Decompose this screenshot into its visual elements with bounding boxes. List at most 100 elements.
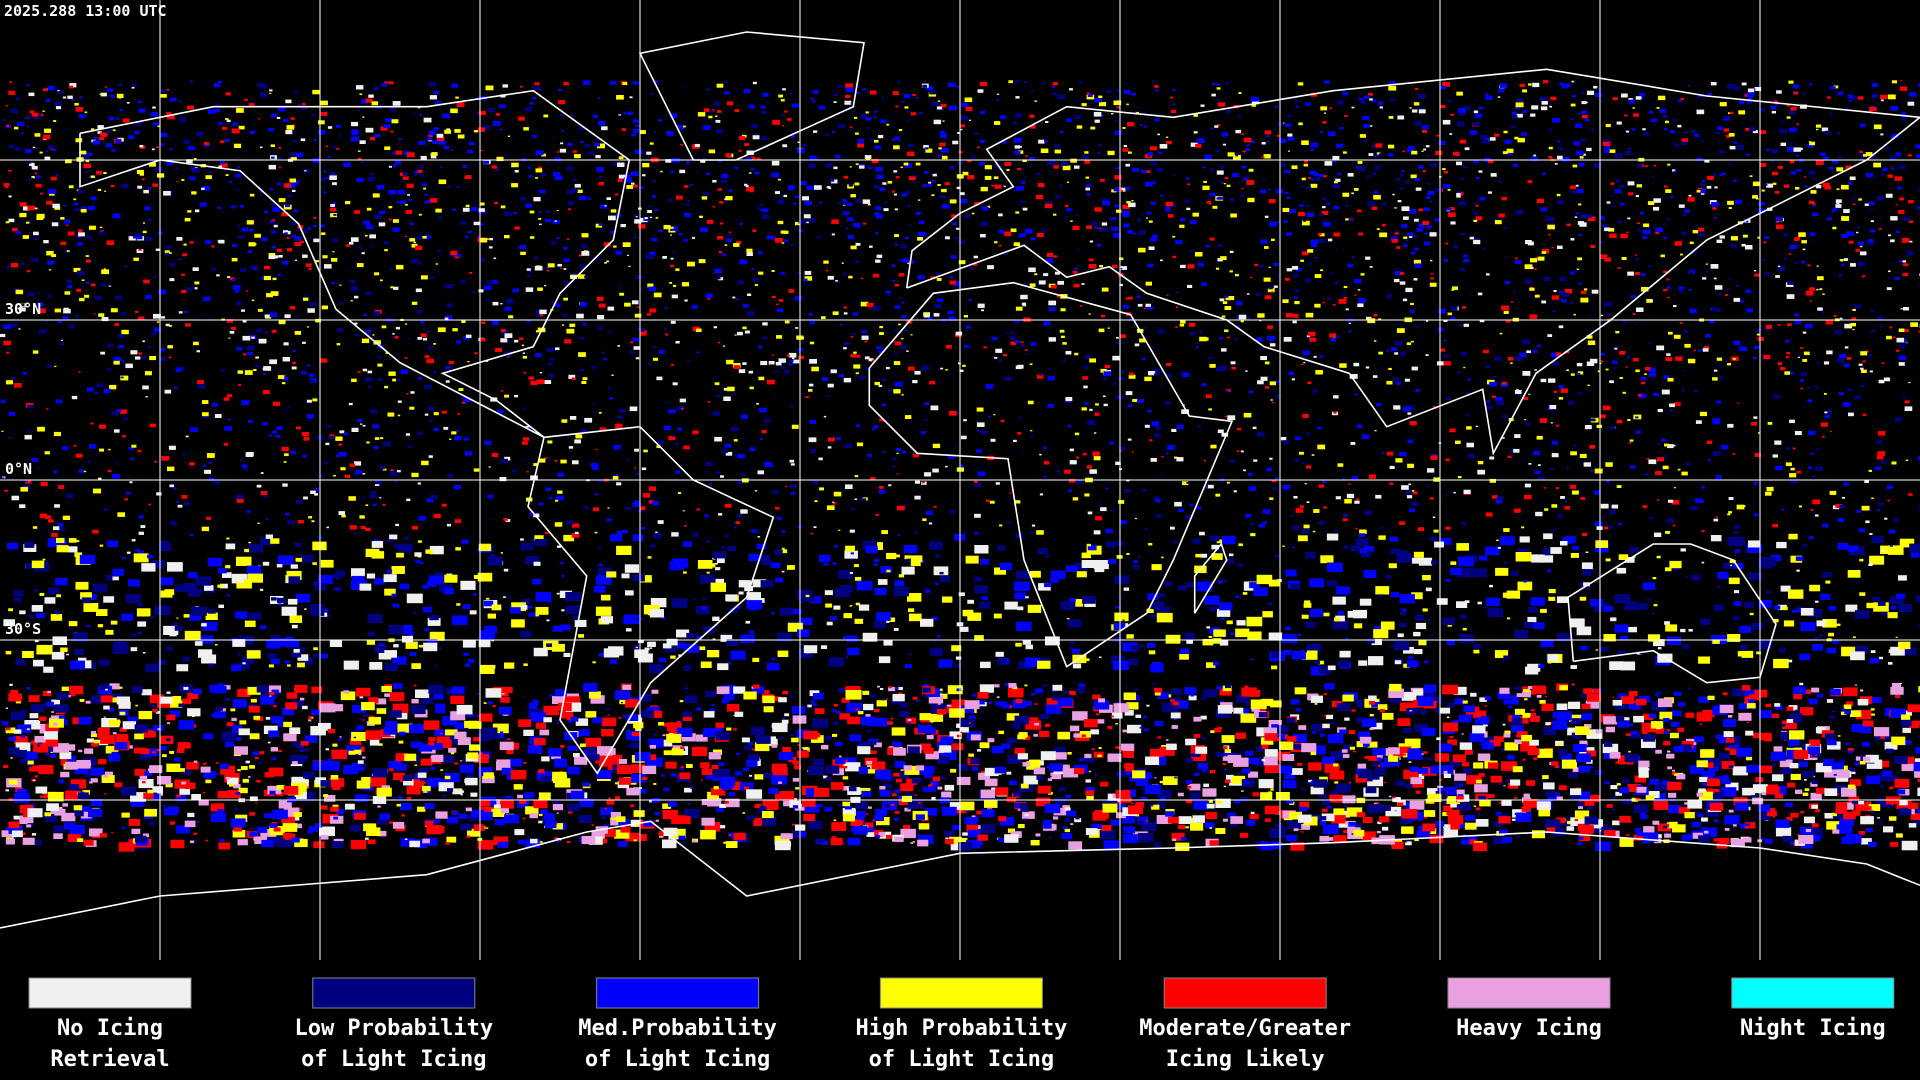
icing-pixel xyxy=(72,717,84,725)
icing-pixel xyxy=(747,754,760,761)
icing-pixel xyxy=(672,558,688,568)
icing-pixel xyxy=(1616,485,1622,488)
icing-pixel xyxy=(533,799,548,809)
icing-pixel xyxy=(650,598,667,608)
icing-pixel xyxy=(1068,489,1072,492)
icing-pixel xyxy=(1342,795,1356,804)
icing-pixel xyxy=(393,644,399,648)
icing-pixel xyxy=(6,380,13,385)
icing-pixel xyxy=(525,806,539,815)
icing-pixel xyxy=(1812,775,1815,778)
icing-pixel xyxy=(1007,737,1017,744)
icing-pixel xyxy=(1531,554,1545,563)
icing-pixel xyxy=(1479,555,1488,561)
icing-pixel xyxy=(560,745,565,748)
icing-pixel xyxy=(260,472,264,474)
icing-pixel xyxy=(394,544,401,548)
icing-pixel xyxy=(1748,699,1755,704)
icing-pixel xyxy=(417,806,426,812)
icing-pixel xyxy=(1167,816,1179,824)
icing-pixel xyxy=(725,451,733,456)
icing-pixel xyxy=(45,723,59,732)
icing-pixel xyxy=(203,791,206,794)
icing-pixel xyxy=(554,522,563,527)
icing-pixel xyxy=(1123,587,1130,591)
icing-pixel xyxy=(1746,543,1762,553)
icing-pixel xyxy=(327,728,336,734)
icing-pixel xyxy=(967,599,974,604)
icing-pixel xyxy=(382,503,386,506)
icing-pixel xyxy=(1334,529,1338,532)
icing-pixel xyxy=(637,693,652,702)
icing-pixel xyxy=(1569,484,1577,489)
icing-pixel xyxy=(915,794,918,796)
icing-pixel xyxy=(922,786,931,792)
icing-pixel xyxy=(215,644,218,646)
icing-pixel xyxy=(1261,698,1274,706)
icing-pixel xyxy=(686,632,696,639)
icing-pixel xyxy=(1144,376,1152,382)
icing-pixel xyxy=(1717,572,1729,579)
icing-pixel xyxy=(411,741,423,749)
icing-pixel xyxy=(690,786,694,789)
icing-pixel xyxy=(1781,606,1788,611)
icing-pixel xyxy=(291,651,302,658)
icing-pixel xyxy=(1656,783,1663,788)
icing-pixel xyxy=(261,839,274,847)
icing-pixel xyxy=(1258,779,1274,789)
icing-pixel xyxy=(1641,381,1646,385)
icing-pixel xyxy=(700,830,716,840)
icing-pixel xyxy=(1456,795,1464,801)
icing-pixel xyxy=(1700,749,1715,758)
icing-pixel xyxy=(1701,827,1717,837)
icing-pixel xyxy=(1864,480,1869,483)
icing-pixel xyxy=(1712,775,1721,781)
icing-pixel xyxy=(1418,640,1427,646)
icing-pixel xyxy=(1523,397,1529,400)
icing-pixel xyxy=(1391,841,1404,850)
icing-pixel xyxy=(1126,553,1130,555)
icing-pixel xyxy=(119,711,126,716)
icing-pixel xyxy=(1450,561,1457,565)
icing-pixel xyxy=(1612,696,1615,698)
icing-pixel xyxy=(814,500,818,503)
icing-pixel xyxy=(780,549,788,554)
icing-pixel xyxy=(1443,828,1459,837)
icing-pixel xyxy=(533,647,548,657)
icing-pixel xyxy=(1368,656,1384,666)
icing-pixel xyxy=(278,749,282,753)
icing-pixel xyxy=(1393,640,1410,651)
icing-pixel xyxy=(789,800,802,808)
icing-pixel xyxy=(683,841,687,844)
icing-pixel xyxy=(897,742,902,745)
icing-pixel xyxy=(300,554,314,563)
icing-pixel xyxy=(417,772,427,778)
icing-pixel xyxy=(514,772,522,777)
icing-pixel xyxy=(389,534,398,540)
icing-pixel xyxy=(676,642,687,649)
icing-pixel xyxy=(977,471,986,477)
icing-pixel xyxy=(152,786,163,793)
icing-pixel xyxy=(1297,633,1302,636)
icing-pixel xyxy=(1473,643,1482,649)
icing-pixel xyxy=(1115,723,1118,725)
icing-pixel xyxy=(1917,808,1920,814)
icing-pixel xyxy=(812,703,818,706)
icing-pixel xyxy=(36,646,50,655)
icing-pixel xyxy=(1541,703,1554,711)
icing-pixel xyxy=(1778,648,1786,653)
icing-pixel xyxy=(235,737,242,741)
icing-pixel xyxy=(1767,810,1777,817)
icing-pixel xyxy=(561,575,565,577)
icing-pixel xyxy=(831,709,836,712)
icing-pixel xyxy=(1219,602,1233,611)
icing-pixel xyxy=(1257,380,1264,385)
icing-pixel xyxy=(1493,821,1504,828)
icing-pixel xyxy=(1076,456,1080,459)
icing-pixel xyxy=(1619,823,1622,825)
icing-pixel xyxy=(624,564,639,573)
icing-pixel xyxy=(594,493,599,496)
icing-pixel xyxy=(1625,733,1631,737)
icing-pixel xyxy=(105,688,108,691)
icing-pixel xyxy=(1668,792,1677,798)
